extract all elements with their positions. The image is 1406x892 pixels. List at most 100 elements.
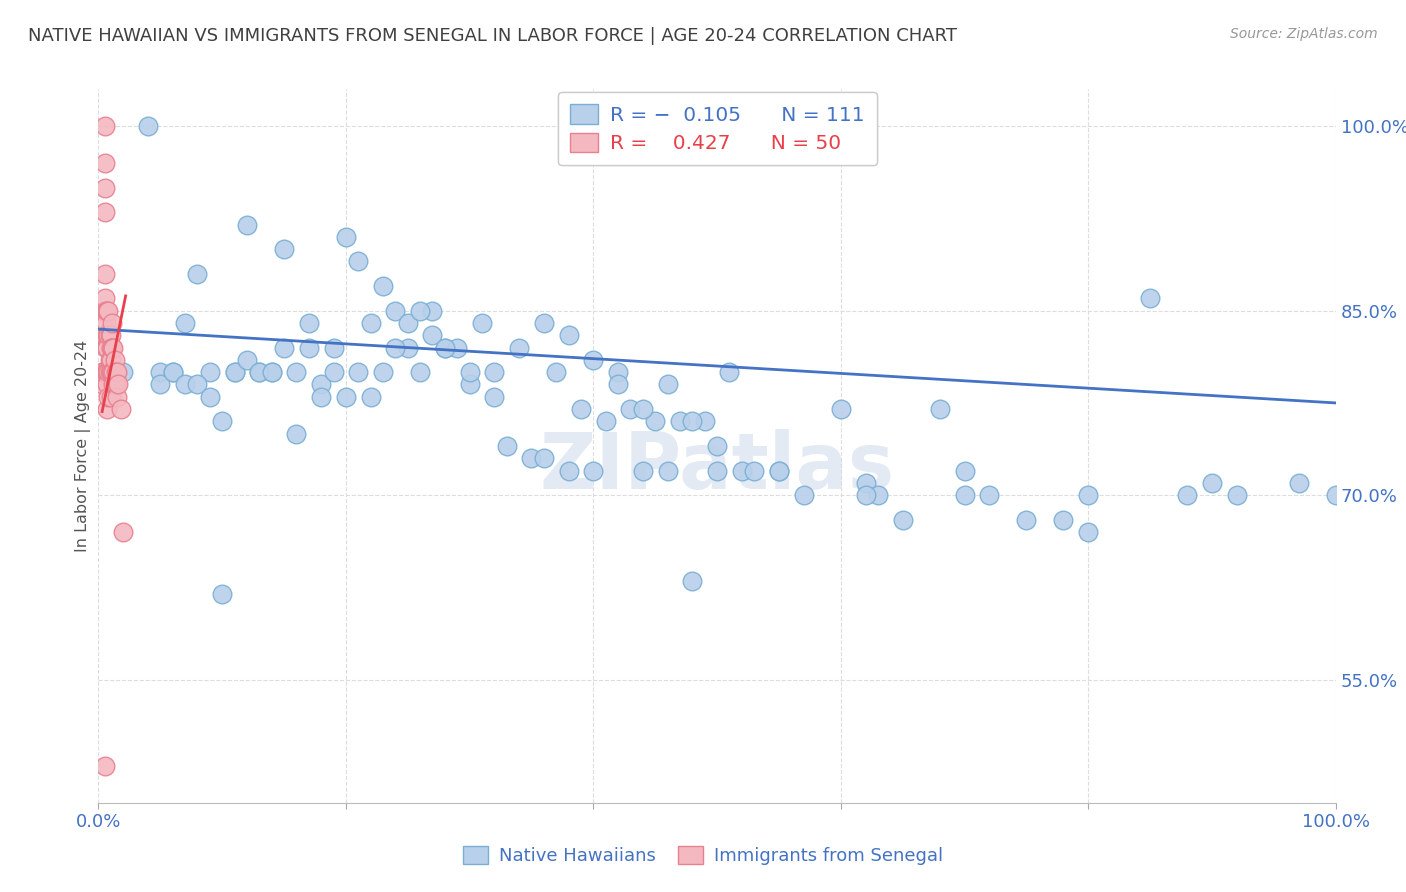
Point xyxy=(471,316,494,330)
Point xyxy=(247,365,270,379)
Point xyxy=(224,365,246,379)
Point xyxy=(446,341,468,355)
Point xyxy=(495,439,517,453)
Point xyxy=(97,365,120,379)
Point xyxy=(693,414,716,428)
Point xyxy=(569,402,592,417)
Point xyxy=(101,365,124,379)
Point xyxy=(557,328,579,343)
Point xyxy=(742,464,765,478)
Point xyxy=(1077,488,1099,502)
Point xyxy=(1226,488,1249,502)
Point xyxy=(422,303,444,318)
Point xyxy=(335,230,357,244)
Point xyxy=(211,414,233,428)
Point xyxy=(669,414,692,428)
Point xyxy=(96,328,118,343)
Point xyxy=(198,390,221,404)
Point xyxy=(582,464,605,478)
Point xyxy=(644,414,666,428)
Point xyxy=(112,525,135,540)
Point xyxy=(557,464,579,478)
Point xyxy=(422,328,444,343)
Point xyxy=(855,475,877,490)
Point xyxy=(105,365,128,379)
Point xyxy=(546,365,568,379)
Point xyxy=(533,316,555,330)
Point xyxy=(104,377,127,392)
Point xyxy=(1201,475,1223,490)
Point xyxy=(96,365,118,379)
Point xyxy=(236,218,259,232)
Point xyxy=(186,377,208,392)
Point xyxy=(93,291,115,305)
Point xyxy=(96,377,118,392)
Point xyxy=(371,365,394,379)
Point xyxy=(298,316,321,330)
Point xyxy=(855,488,877,502)
Point xyxy=(830,402,852,417)
Point xyxy=(631,402,654,417)
Point xyxy=(384,341,406,355)
Point xyxy=(96,303,118,318)
Point xyxy=(94,316,117,330)
Point xyxy=(93,328,115,343)
Point xyxy=(396,341,419,355)
Point xyxy=(360,316,382,330)
Point xyxy=(98,328,121,343)
Point xyxy=(104,365,127,379)
Point xyxy=(98,352,121,367)
Point xyxy=(484,390,506,404)
Point xyxy=(681,414,703,428)
Point xyxy=(607,365,630,379)
Point xyxy=(285,365,308,379)
Point xyxy=(101,341,124,355)
Point xyxy=(100,328,122,343)
Point xyxy=(866,488,889,502)
Point xyxy=(347,365,370,379)
Point xyxy=(607,377,630,392)
Point xyxy=(103,341,125,355)
Y-axis label: In Labor Force | Age 20-24: In Labor Force | Age 20-24 xyxy=(76,340,91,552)
Point xyxy=(100,365,122,379)
Point xyxy=(224,365,246,379)
Point xyxy=(347,254,370,268)
Point xyxy=(458,377,481,392)
Point xyxy=(619,402,641,417)
Point xyxy=(93,759,115,773)
Point xyxy=(260,365,283,379)
Point xyxy=(97,390,120,404)
Point xyxy=(731,464,754,478)
Point xyxy=(979,488,1001,502)
Point xyxy=(100,352,122,367)
Point xyxy=(953,488,976,502)
Point xyxy=(91,377,114,392)
Point xyxy=(174,377,197,392)
Point xyxy=(273,341,295,355)
Point xyxy=(1052,513,1074,527)
Point xyxy=(384,303,406,318)
Point xyxy=(93,303,115,318)
Point xyxy=(298,341,321,355)
Point xyxy=(1139,291,1161,305)
Point xyxy=(91,365,114,379)
Point xyxy=(371,279,394,293)
Point xyxy=(97,303,120,318)
Point xyxy=(1175,488,1198,502)
Point xyxy=(706,439,728,453)
Point xyxy=(101,316,124,330)
Point xyxy=(309,390,332,404)
Point xyxy=(582,352,605,367)
Point xyxy=(198,365,221,379)
Point xyxy=(260,365,283,379)
Point xyxy=(793,488,815,502)
Point xyxy=(93,328,115,343)
Point xyxy=(236,352,259,367)
Point xyxy=(103,377,125,392)
Point xyxy=(93,156,115,170)
Point xyxy=(657,464,679,478)
Point xyxy=(105,390,128,404)
Point xyxy=(396,316,419,330)
Point xyxy=(595,414,617,428)
Point xyxy=(928,402,950,417)
